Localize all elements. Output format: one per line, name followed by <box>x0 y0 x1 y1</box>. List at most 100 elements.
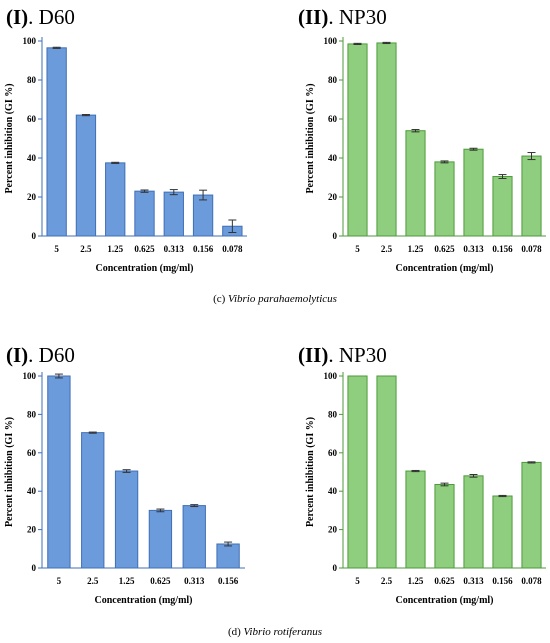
bar <box>347 43 368 237</box>
caption-d: (d) Vibrio rotiferanus <box>228 626 322 638</box>
y-tick-label: 80 <box>27 75 37 85</box>
x-tick-label: 0.313 <box>463 244 484 254</box>
y-tick-label: 20 <box>328 192 338 202</box>
y-tick-label: 100 <box>324 36 338 46</box>
bar <box>376 375 397 569</box>
x-tick-label: 0.625 <box>150 576 171 586</box>
x-tick-label: 5 <box>355 576 360 586</box>
y-tick-label: 60 <box>328 114 338 124</box>
y-axis-label: Percent inhibition (GI %) <box>305 417 316 527</box>
caption-organism: Vibrio parahaemolyticus <box>228 293 337 305</box>
x-tick-label: 0.156 <box>492 244 513 254</box>
bar <box>405 130 426 237</box>
bar <box>134 190 155 237</box>
y-axis-label: Percent inhibition (GI %) <box>4 417 15 527</box>
y-tick-label: 20 <box>27 525 37 535</box>
bar <box>434 483 455 569</box>
x-tick-label: 2.5 <box>87 576 99 586</box>
panel-roman: (I) <box>6 343 28 367</box>
bar <box>492 176 513 237</box>
bar <box>46 47 67 237</box>
x-tick-label: 0.078 <box>521 576 542 586</box>
y-tick-label: 20 <box>27 192 37 202</box>
x-tick-label: 2.5 <box>381 576 393 586</box>
x-tick-label: 5 <box>57 576 62 586</box>
panel-name: . NP30 <box>328 343 386 367</box>
bar <box>75 114 97 237</box>
chart-d-np30: 0 20 40 60 80 100 5 2.5 1.25 0.625 0.313 0.156 0.078… <box>305 371 546 606</box>
x-tick-label: 1.25 <box>119 576 135 586</box>
y-axis-label: Percent inhibition (GI %) <box>305 83 316 193</box>
y-tick-label: 0 <box>333 231 338 241</box>
caption-label: (d) <box>228 626 244 638</box>
x-tick-label: 0.625 <box>434 576 455 586</box>
y-tick-label: 60 <box>328 448 338 458</box>
panel-name: . NP30 <box>328 5 386 29</box>
panel-title-c1: (I). D60 <box>6 5 75 29</box>
bar <box>182 505 206 569</box>
x-axis-label: Concentration (mg/ml) <box>395 263 493 274</box>
bar <box>347 375 368 569</box>
caption-label: (c) <box>213 293 228 305</box>
chart-d-d60: 0 20 40 60 80 100 5 2.5 1.25 0.625 0.313 0.156 Conce… <box>4 371 245 606</box>
y-axis-label: Percent inhibition (GI %) <box>4 83 15 193</box>
y-tick-label: 40 <box>27 486 37 496</box>
y-tick-label: 60 <box>27 448 37 458</box>
y-tick-label: 100 <box>23 371 37 381</box>
x-tick-label: 0.625 <box>434 244 455 254</box>
y-tick-label: 80 <box>328 75 338 85</box>
panel-title-d2: (II). NP30 <box>298 343 387 367</box>
bar <box>216 543 240 569</box>
bar <box>192 194 214 237</box>
x-tick-label: 0.078 <box>521 244 542 254</box>
bar <box>492 495 513 569</box>
bar <box>463 148 484 237</box>
y-tick-label: 0 <box>32 563 37 573</box>
panel-roman: (II) <box>298 343 328 367</box>
y-tick-label: 80 <box>328 409 338 419</box>
panel-title-c2: (II). NP30 <box>298 5 387 29</box>
x-tick-label: 0.156 <box>193 244 214 254</box>
x-tick-label: 0.078 <box>222 244 243 254</box>
caption-c: (c) Vibrio parahaemolyticus <box>213 293 337 305</box>
x-tick-label: 0.156 <box>218 576 239 586</box>
y-tick-label: 40 <box>328 486 338 496</box>
bar <box>47 375 71 569</box>
x-tick-label: 1.25 <box>408 576 424 586</box>
x-tick-label: 0.156 <box>492 576 513 586</box>
y-tick-label: 40 <box>27 153 37 163</box>
y-tick-label: 0 <box>333 563 338 573</box>
bar <box>114 470 139 569</box>
x-tick-label: 0.625 <box>134 244 155 254</box>
x-tick-label: 0.313 <box>463 576 484 586</box>
bar <box>81 432 105 569</box>
y-tick-label: 80 <box>27 409 37 419</box>
bar <box>434 161 455 237</box>
y-tick-label: 100 <box>324 371 338 381</box>
bar <box>105 162 126 237</box>
bar <box>521 155 542 237</box>
bar <box>148 509 173 569</box>
y-tick-label: 60 <box>27 114 37 124</box>
x-tick-label: 5 <box>54 244 59 254</box>
panel-roman: (I) <box>6 5 28 29</box>
y-tick-label: 40 <box>328 153 338 163</box>
x-axis-label: Concentration (mg/ml) <box>95 263 193 274</box>
x-tick-label: 0.313 <box>164 244 185 254</box>
x-tick-label: 1.25 <box>408 244 424 254</box>
x-axis-label: Concentration (mg/ml) <box>395 595 493 606</box>
panel-name: . D60 <box>28 5 75 29</box>
chart-c-np30: 0 20 40 60 80 100 5 2.5 1.25 0.625 0.313 0.156 0.078… <box>305 36 546 274</box>
x-tick-label: 1.25 <box>107 244 123 254</box>
x-tick-label: 2.5 <box>381 244 393 254</box>
y-tick-label: 20 <box>328 525 338 535</box>
x-tick-label: 2.5 <box>80 244 92 254</box>
bar <box>376 42 397 237</box>
bar <box>405 470 426 569</box>
y-tick-label: 0 <box>32 231 37 241</box>
panel-title-d1: (I). D60 <box>6 343 75 367</box>
panel-roman: (II) <box>298 5 328 29</box>
chart-c-d60: 0 20 40 60 80 100 5 2.5 1.25 0.625 0.313 0.156 0.078… <box>4 36 247 274</box>
bar <box>521 461 542 569</box>
